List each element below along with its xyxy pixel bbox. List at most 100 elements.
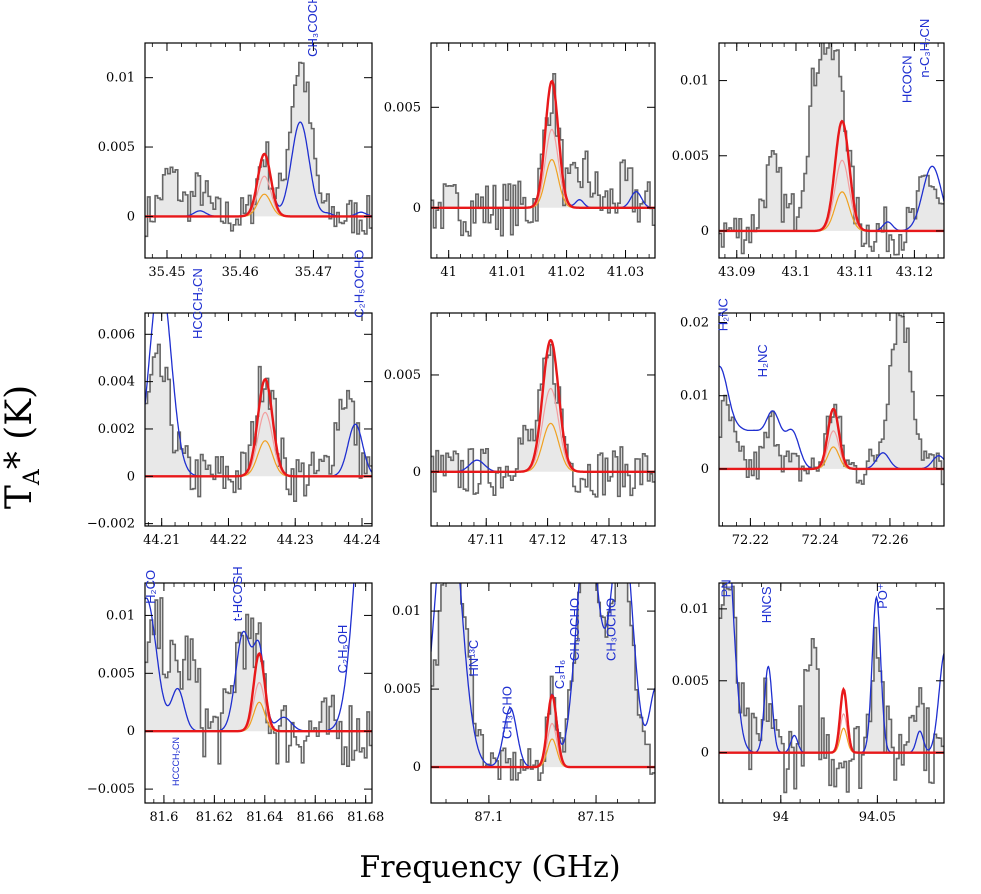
x-tick-label: 81.64 (246, 810, 283, 825)
panel-frame (144, 42, 373, 259)
x-tick-label: 43.11 (837, 265, 874, 280)
plot-area (145, 583, 372, 767)
x-tick-label: 41.02 (548, 265, 585, 280)
line-label: HN¹³C (466, 640, 481, 677)
observed-spectrum (145, 597, 372, 767)
line-label: C₂H₅OH (335, 625, 350, 674)
panel-8: 87.1 87.1500.0050.01HN¹³CCH₃CHOC₃H₆CH₃OCH… (384, 582, 656, 825)
plot-area (431, 73, 655, 237)
y-tick-label: 0.005 (672, 674, 709, 689)
x-tick-label: 41 (440, 265, 457, 280)
y-tick-label: 0.01 (106, 71, 135, 86)
x-tick-label: 72.22 (732, 533, 769, 548)
line-label: HCOCN (899, 55, 914, 103)
panel-5: 47.11 47.12 47.13 0 0.005 (384, 312, 656, 548)
observed-spectrum (431, 73, 655, 237)
y-tick-label: 0.005 (98, 666, 135, 681)
x-axis-label: Frequency (GHz) (359, 850, 621, 885)
x-tick-label: 94 (773, 810, 790, 825)
x-tick-label: 87.15 (577, 810, 614, 825)
y-tick-label: 0.01 (106, 608, 135, 623)
x-tick-label: 35.47 (295, 265, 332, 280)
y-tick-label: 0.005 (672, 149, 709, 164)
y-tick-label: 0.004 (98, 375, 135, 390)
panel-6: 72.22 72.24 72.26 0 0.01 0.02 H₂NC H₂NC (680, 298, 945, 548)
x-tick-label: 47.13 (590, 533, 627, 548)
x-tick-label: 81.62 (196, 810, 233, 825)
panel-1: 35.45 35.46 35.47 0 0.005 0.01 CH₃COCH₃ (98, 0, 373, 280)
x-tick-label: 44.22 (210, 533, 247, 548)
plot-area (431, 583, 655, 782)
y-tick-label: 0 (127, 469, 135, 484)
plot-area (145, 313, 372, 503)
data-fill (719, 43, 944, 231)
line-label: C₃H₆ (552, 660, 567, 689)
y-tick-label: 0.01 (680, 602, 709, 617)
line-label: PN (719, 579, 734, 597)
y-tick-label: 0.006 (98, 327, 135, 342)
x-tick-label: 44.21 (143, 533, 180, 548)
y-tick-label: 0 (701, 746, 709, 761)
x-tick-label: 35.46 (222, 265, 259, 280)
x-tick-label: 43.12 (896, 265, 933, 280)
panel-frame (718, 312, 945, 527)
panel-2: 41 41.01 41.02 41.03 0 0.005 (384, 42, 656, 280)
panel-frame (430, 582, 656, 804)
fit-curve (145, 377, 372, 478)
fit-curve (145, 152, 372, 218)
y-tick-label: 0.01 (680, 74, 709, 89)
panel-7: 81.6 81.62 81.64 81.66 81.68 −0.005 0 0.005 0.01… (87, 566, 384, 825)
panel-4: 44.21 44.22 44.23 44.24 −0.002 0 0.002 0.004 0.0… (87, 250, 381, 548)
y-tick-label: 0.002 (98, 422, 135, 437)
x-tick-label: 35.45 (148, 265, 185, 280)
y-tick-label: 0 (413, 201, 421, 216)
y-tick-label: 0 (701, 224, 709, 239)
model-total-curve (145, 583, 355, 732)
y-tick-label: 0.01 (392, 604, 421, 619)
y-tick-label: 0.005 (384, 682, 421, 697)
line-label: H₂NC (755, 344, 770, 377)
fit-curve (145, 651, 372, 733)
plot-area (431, 338, 655, 498)
line-label: HNCS (759, 586, 774, 623)
panel-frame (430, 312, 656, 527)
observed-spectrum (431, 583, 655, 782)
line-label: H₂CO (143, 570, 158, 604)
x-tick-label: 43.09 (718, 265, 755, 280)
x-tick-label: 81.6 (149, 810, 178, 825)
panel-frame (144, 312, 373, 527)
line-label: PO⁺ (875, 583, 890, 609)
x-tick-label: 44.23 (277, 533, 314, 548)
data-fill (145, 62, 372, 217)
data-fill (431, 583, 655, 768)
x-tick-label: 44.24 (343, 533, 380, 548)
line-label: H₂NC (716, 298, 731, 331)
x-tick-label: 47.11 (468, 533, 505, 548)
y-tick-label: 0 (413, 465, 421, 480)
panel-9: 94 94.05 0 0.005 0.01 PN HNCS PO⁺ (672, 579, 945, 825)
y-tick-label: 0 (701, 462, 709, 477)
line-label: n-C₃H₇CN (917, 19, 932, 78)
line-label: t-HCOSH (230, 566, 245, 621)
y-tick-label: 0 (127, 209, 135, 224)
y-tick-label: 0 (413, 760, 421, 775)
fit-curve (719, 119, 944, 233)
y-tick-label: 0.005 (384, 368, 421, 383)
line-label: CH₃COCH₃ (305, 0, 320, 57)
observed-spectrum (719, 313, 944, 486)
line-label: CH₃OCHO (603, 598, 618, 661)
line-label: HCCCH₂CN (171, 737, 181, 786)
y-tick-label: 0 (127, 724, 135, 739)
y-tick-label: 0.01 (680, 389, 709, 404)
model-total-curve (731, 583, 944, 754)
y-axis-label: TA* (K) (0, 384, 46, 510)
data-fill (431, 344, 655, 472)
x-tick-label: 41.03 (607, 265, 644, 280)
line-label: CH₃CHO (499, 686, 514, 739)
fit-curve (431, 693, 655, 769)
plot-area (145, 61, 372, 238)
fit-curve (719, 686, 944, 754)
y-tick-label: 0.02 (680, 316, 709, 331)
y-tick-label: 0.005 (98, 140, 135, 155)
